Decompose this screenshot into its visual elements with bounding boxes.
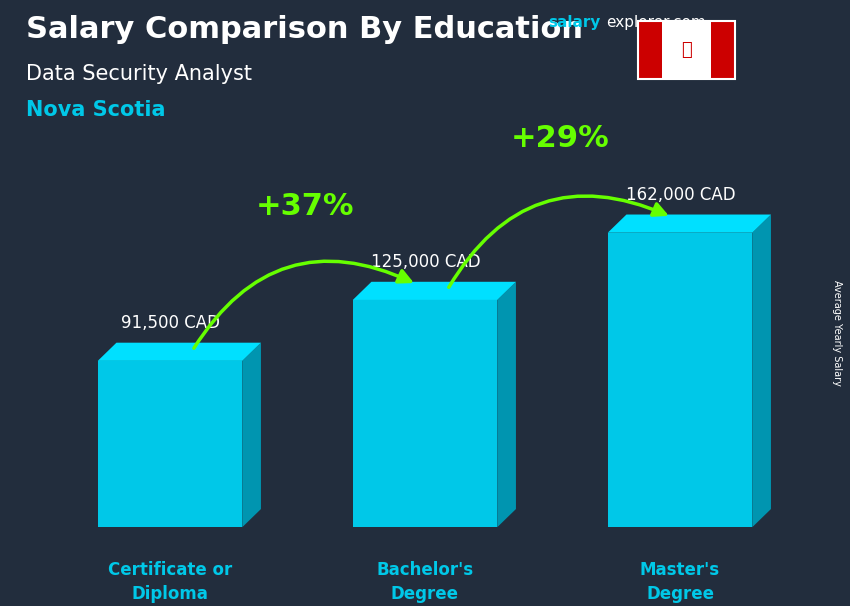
Polygon shape <box>353 282 516 300</box>
Text: 🍁: 🍁 <box>681 41 692 59</box>
Polygon shape <box>98 361 242 527</box>
Text: salary: salary <box>548 15 601 30</box>
Text: +37%: +37% <box>256 191 354 221</box>
Polygon shape <box>752 215 771 527</box>
Text: Certificate or
Diploma: Certificate or Diploma <box>108 561 232 603</box>
Text: Bachelor's
Degree: Bachelor's Degree <box>377 561 473 603</box>
FancyBboxPatch shape <box>662 21 711 79</box>
FancyBboxPatch shape <box>638 21 735 79</box>
Polygon shape <box>353 300 497 527</box>
Text: 162,000 CAD: 162,000 CAD <box>626 185 735 204</box>
Polygon shape <box>497 282 516 527</box>
Text: Master's
Degree: Master's Degree <box>640 561 720 603</box>
Text: Average Yearly Salary: Average Yearly Salary <box>832 281 842 386</box>
Text: Nova Scotia: Nova Scotia <box>26 100 165 120</box>
Polygon shape <box>242 342 261 527</box>
Text: explorer.com: explorer.com <box>606 15 706 30</box>
Text: 125,000 CAD: 125,000 CAD <box>371 253 480 271</box>
Polygon shape <box>608 233 752 527</box>
Polygon shape <box>98 342 261 361</box>
Text: Data Security Analyst: Data Security Analyst <box>26 64 252 84</box>
Text: +29%: +29% <box>510 124 609 153</box>
Polygon shape <box>608 215 771 233</box>
Text: Salary Comparison By Education: Salary Comparison By Education <box>26 15 582 44</box>
Text: 91,500 CAD: 91,500 CAD <box>122 314 220 331</box>
